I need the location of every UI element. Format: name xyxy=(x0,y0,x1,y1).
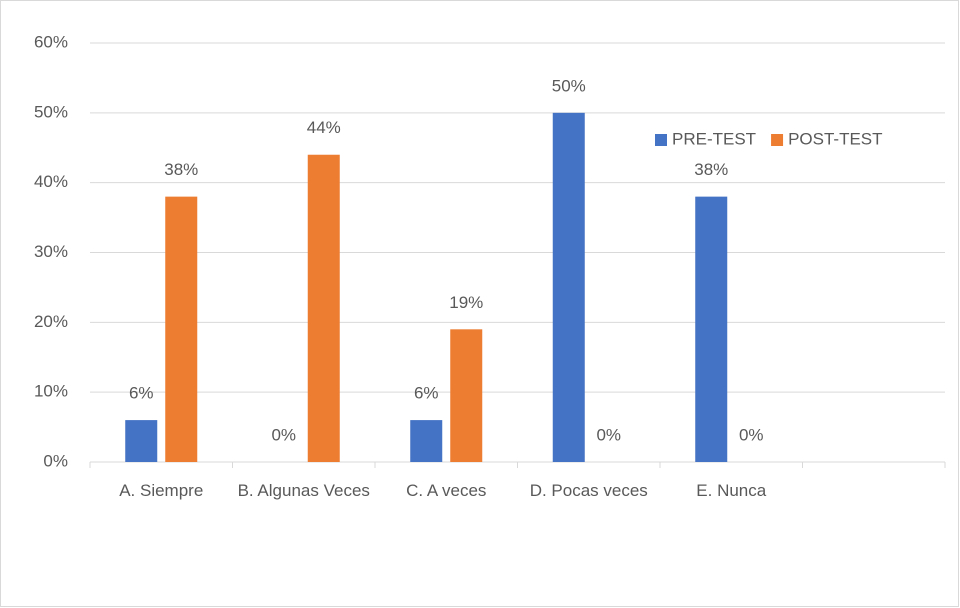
y-tick-label: 40% xyxy=(34,172,68,191)
data-label: 44% xyxy=(307,118,341,137)
data-label: 0% xyxy=(596,425,621,444)
data-label: 38% xyxy=(694,160,728,179)
data-label: 0% xyxy=(271,425,296,444)
bar xyxy=(165,196,198,462)
bar xyxy=(552,112,585,462)
y-tick-label: 0% xyxy=(43,451,68,470)
x-tick-label: C. A veces xyxy=(406,481,487,500)
bar xyxy=(695,196,728,462)
x-tick-label: D. Pocas veces xyxy=(529,481,648,500)
y-tick-label: 30% xyxy=(34,242,68,261)
legend-label: POST-TEST xyxy=(788,129,882,148)
y-tick-label: 50% xyxy=(34,102,68,121)
data-label: 6% xyxy=(129,384,154,403)
x-tick-label: A. Siempre xyxy=(119,481,204,500)
bar xyxy=(307,154,340,462)
bar xyxy=(450,329,483,462)
legend-label: PRE-TEST xyxy=(672,129,756,148)
data-label: 38% xyxy=(164,160,198,179)
y-tick-label: 10% xyxy=(34,382,68,401)
legend-swatch xyxy=(771,134,784,146)
data-label: 19% xyxy=(449,293,483,312)
data-label: 50% xyxy=(552,76,586,95)
bar xyxy=(410,420,443,462)
x-tick-label: B. Algunas Veces xyxy=(237,481,370,500)
bar xyxy=(125,420,158,462)
x-tick-label: E. Nunca xyxy=(696,481,767,500)
y-tick-label: 20% xyxy=(34,312,68,331)
legend-swatch xyxy=(655,134,667,146)
y-tick-label: 60% xyxy=(34,32,68,51)
data-label: 6% xyxy=(414,384,439,403)
data-label: 0% xyxy=(739,425,764,444)
